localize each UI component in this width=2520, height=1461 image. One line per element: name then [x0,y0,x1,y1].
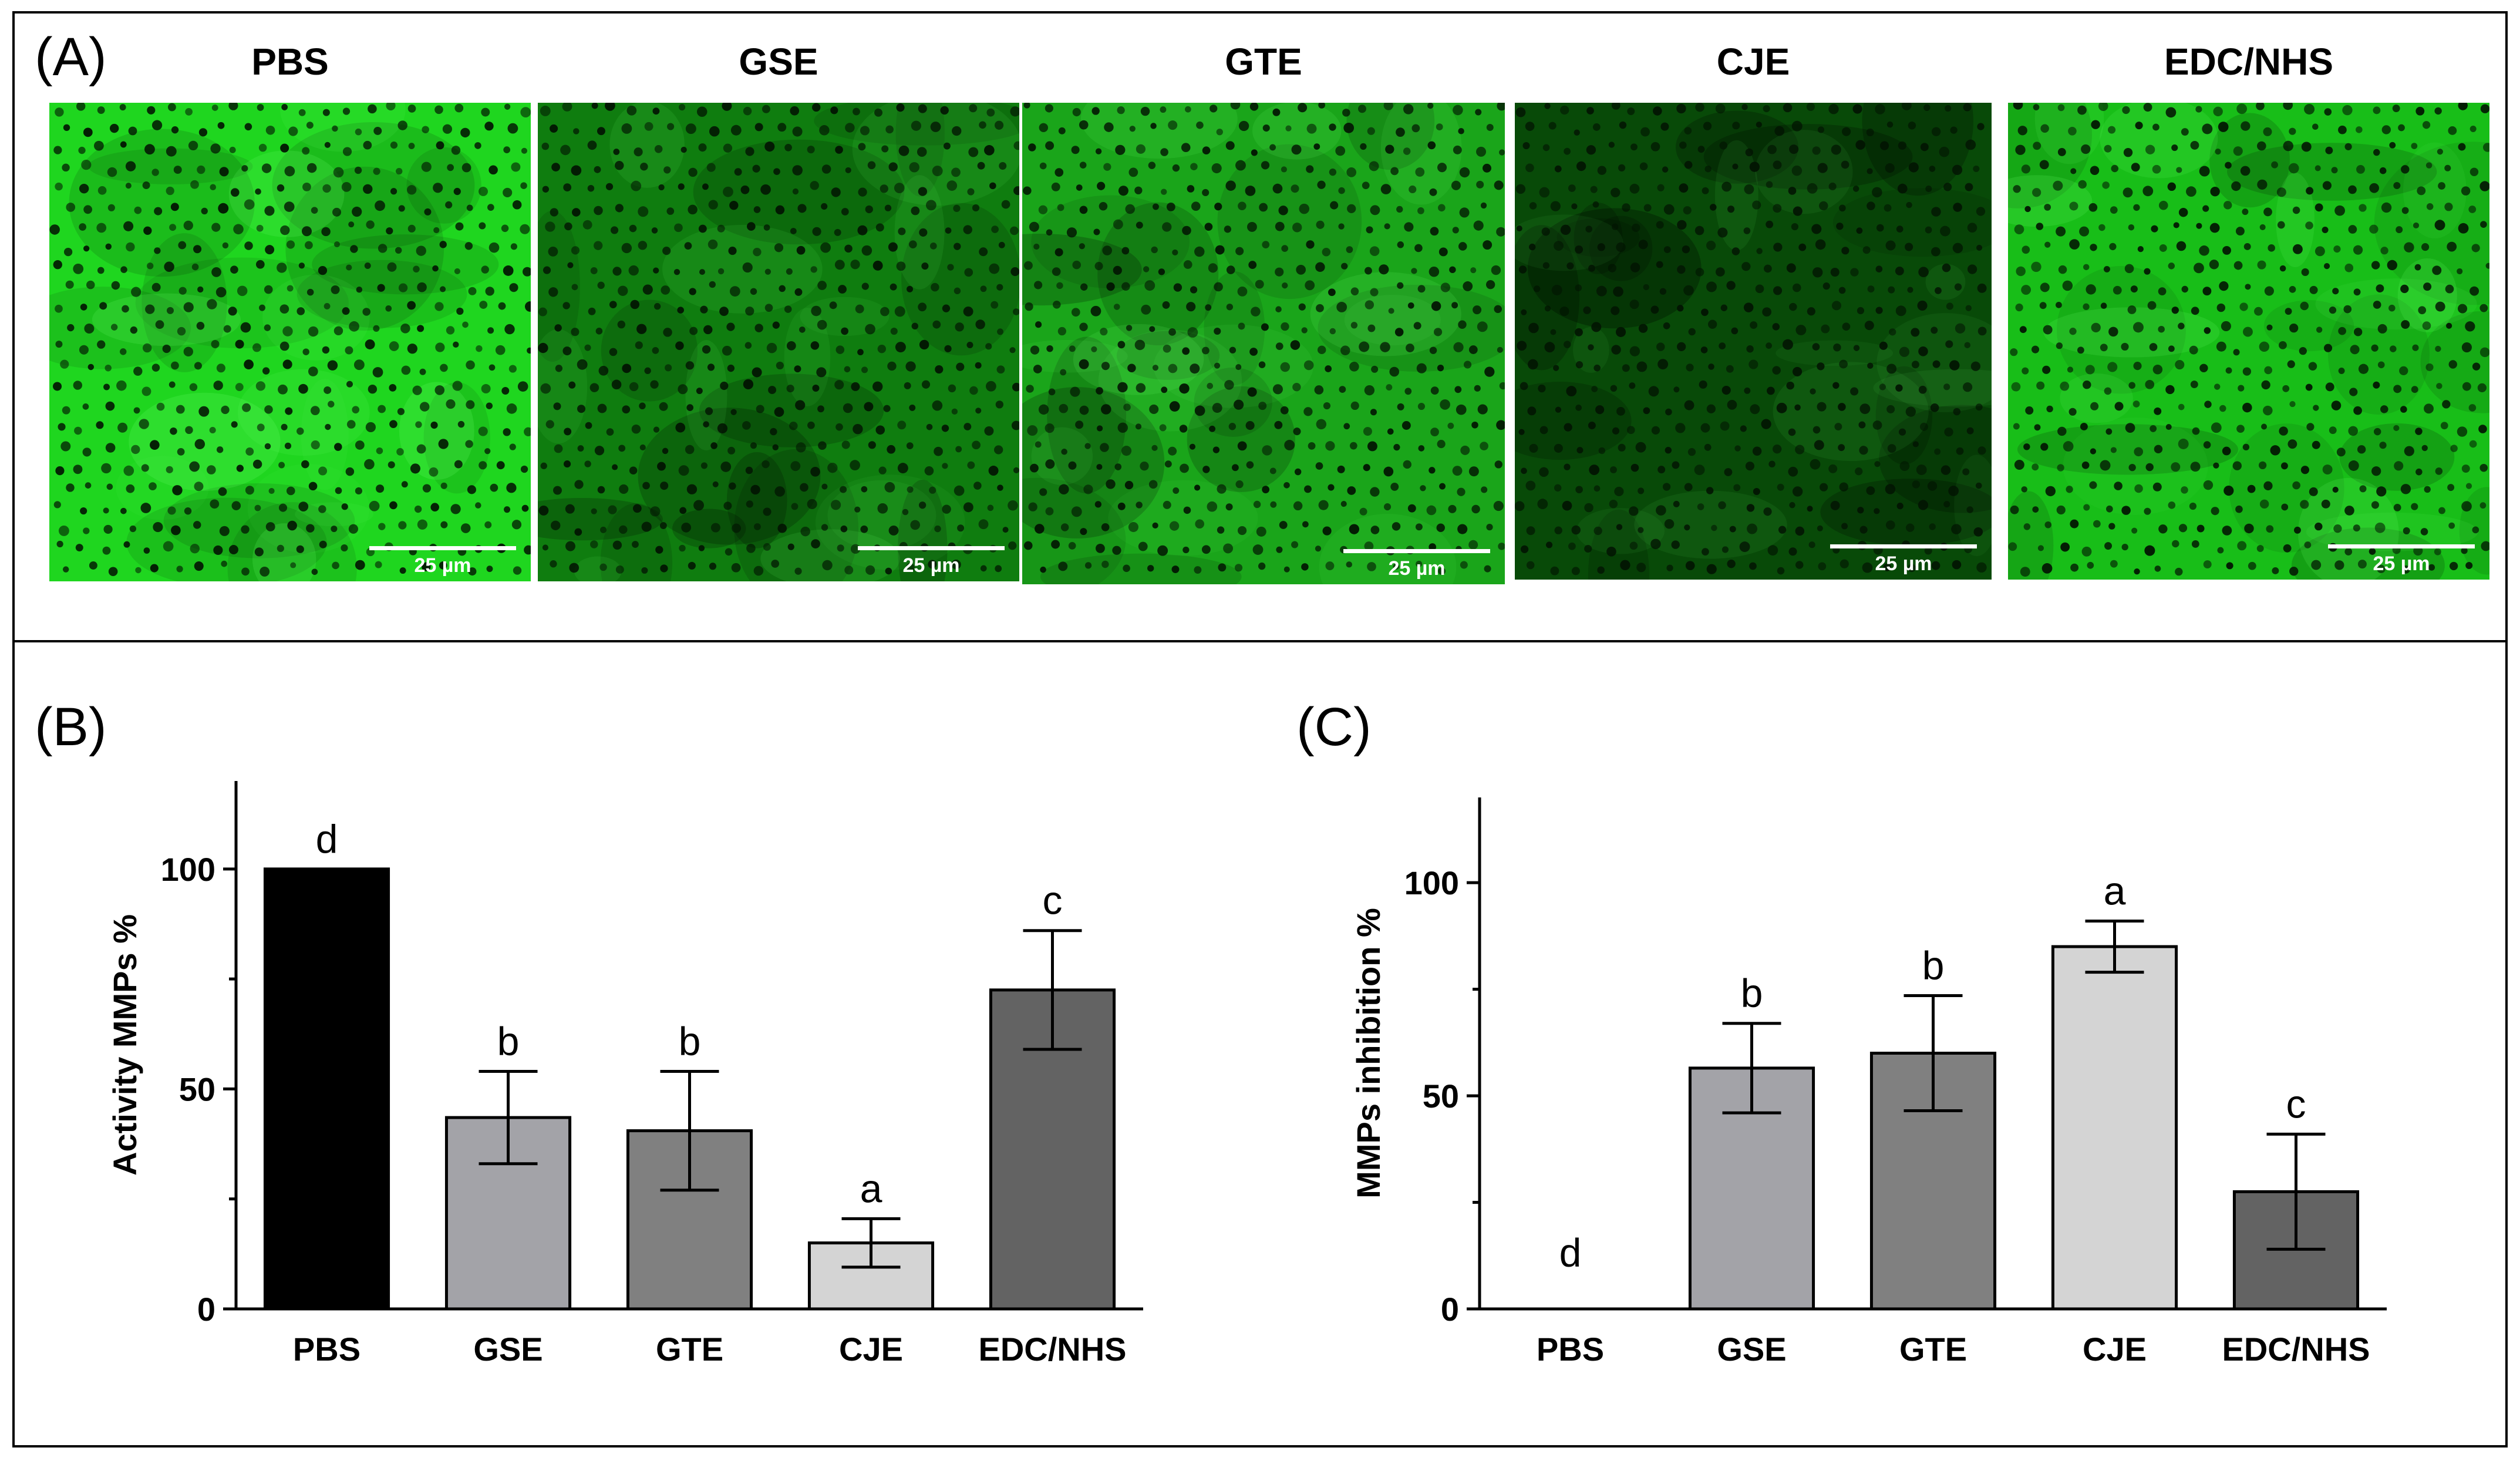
significance-letter: a [860,1166,882,1211]
x-tick-label: EDC/NHS [2222,1331,2370,1368]
significance-letter: c [2286,1082,2306,1126]
x-tick-label: EDC/NHS [978,1331,1126,1368]
scale-bar-label: 25 µm [414,554,471,577]
x-tick-label: GTE [1899,1331,1967,1368]
panel-c-label: (C) [1296,697,1372,757]
y-tick-label: 0 [1441,1291,1459,1328]
scale-bar [369,546,516,550]
micrograph-texture [49,103,499,581]
bar-pbs [263,867,390,1311]
x-tick-label: CJE [2083,1331,2147,1368]
significance-letter: b [1922,944,1945,988]
x-tick-label: CJE [839,1331,903,1368]
scale-bar [1343,549,1490,553]
scale-bar-label: 25 µm [902,554,959,577]
significance-letter: c [1043,878,1063,923]
micrograph-image: 25 µm [49,103,531,581]
tubule-dots [2008,103,2489,577]
significance-letter: b [1741,971,1763,1016]
y-tick-label: 100 [1404,864,1459,901]
micrograph-texture [2008,103,2489,580]
micrograph-image: 25 µm [538,103,1019,581]
x-tick-label: GSE [473,1331,543,1368]
tubule-dots [538,103,1019,576]
y-axis-label: Activity MMPs % [106,914,143,1176]
micrograph-image: 25 µm [2008,103,2489,580]
y-tick-label: 0 [197,1291,215,1328]
scale-bar [858,546,1005,550]
tubule-dots [49,103,531,577]
significance-letter: b [679,1019,701,1063]
scale-bar-label: 25 µm [1875,553,1932,575]
scale-bar-label: 25 µm [1388,557,1445,580]
y-tick-label: 50 [1423,1078,1459,1115]
significance-letter: d [1559,1230,1582,1275]
x-tick-label: PBS [1537,1331,1604,1368]
y-tick-label: 50 [179,1070,215,1107]
significance-letter: b [497,1019,520,1063]
tubule-dots [1515,103,1987,575]
scale-bar [1830,544,1977,548]
micrograph-background [538,103,1019,581]
micrograph-background [1515,103,1992,580]
micrograph-title-gse: GSE [739,41,818,83]
y-tick-label: 100 [161,851,215,888]
micrograph-image: 25 µm [1022,103,1505,584]
x-tick-label: PBS [293,1331,361,1368]
panel-b-label: (B) [35,697,107,757]
micrograph-image: 25 µm [1515,103,1992,580]
significance-letter: a [2104,868,2126,913]
micrograph-background [49,103,531,581]
micrograph-background [2008,103,2489,580]
bar-cje [2051,945,2178,1311]
y-axis-label: MMPs inhibition % [1350,908,1387,1199]
micrograph-title-edc-nhs: EDC/NHS [2164,41,2334,83]
micrograph-texture [1022,103,1505,584]
tubule-dots [1023,103,1505,575]
micrograph-title-gte: GTE [1225,41,1302,83]
significance-letter: d [316,817,338,861]
micrograph-title-pbs: PBS [251,41,329,83]
scale-bar-label: 25 µm [2373,553,2430,575]
x-tick-label: GSE [1717,1331,1786,1368]
panel-a-label: (A) [35,27,107,87]
micrograph-title-cje: CJE [1716,41,1790,83]
scale-bar [2328,544,2475,548]
x-tick-label: GTE [656,1331,723,1368]
